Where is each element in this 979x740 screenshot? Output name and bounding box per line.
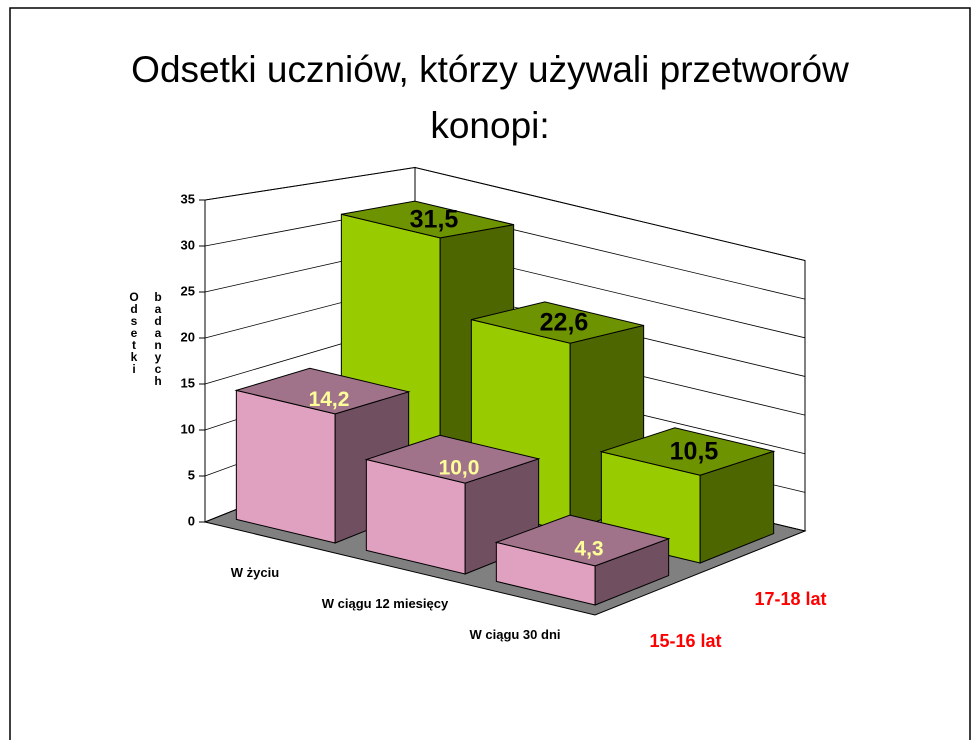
- bar: [494, 514, 671, 606]
- y-tick-label: 35: [181, 191, 195, 206]
- series-label: 15-16 lat: [650, 631, 722, 651]
- y-tick-label: 0: [188, 513, 195, 528]
- bar-top: [494, 514, 671, 567]
- bar-top: [234, 367, 411, 415]
- bar-top: [471, 301, 644, 344]
- value-label: 10,0: [439, 456, 480, 479]
- frame: [9, 7, 971, 740]
- value-label: 31,5: [410, 206, 459, 234]
- value-label: 14,2: [309, 388, 350, 411]
- bar-top: [341, 200, 514, 239]
- bar-top: [599, 427, 776, 476]
- x-tick-label: W ciągu 12 miesięcy: [321, 595, 449, 611]
- x-tick-label: W życiu: [230, 564, 280, 580]
- y-tick-label: 5: [188, 467, 195, 482]
- y-tick-label: 30: [181, 237, 195, 252]
- y-tick-label: 10: [181, 421, 195, 436]
- x-tick-label: W ciągu 30 dni: [469, 626, 561, 642]
- value-label: 22,6: [540, 309, 589, 337]
- value-label: 10,5: [670, 438, 719, 466]
- bar-front: [235, 389, 336, 544]
- bar: [234, 367, 411, 544]
- value-label: 4,3: [574, 538, 603, 561]
- y-tick-label: 15: [181, 375, 195, 390]
- bar-top: [364, 434, 541, 484]
- y-axis-label: Odsetki badanych: [127, 290, 165, 386]
- y-tick-label: 20: [181, 329, 195, 344]
- grid-line: [204, 167, 806, 261]
- y-tick-label: 25: [181, 283, 195, 298]
- chart-title: Odsetki uczniów, którzy używali przetwor…: [131, 49, 849, 146]
- series-label: 17-18 lat: [755, 589, 827, 609]
